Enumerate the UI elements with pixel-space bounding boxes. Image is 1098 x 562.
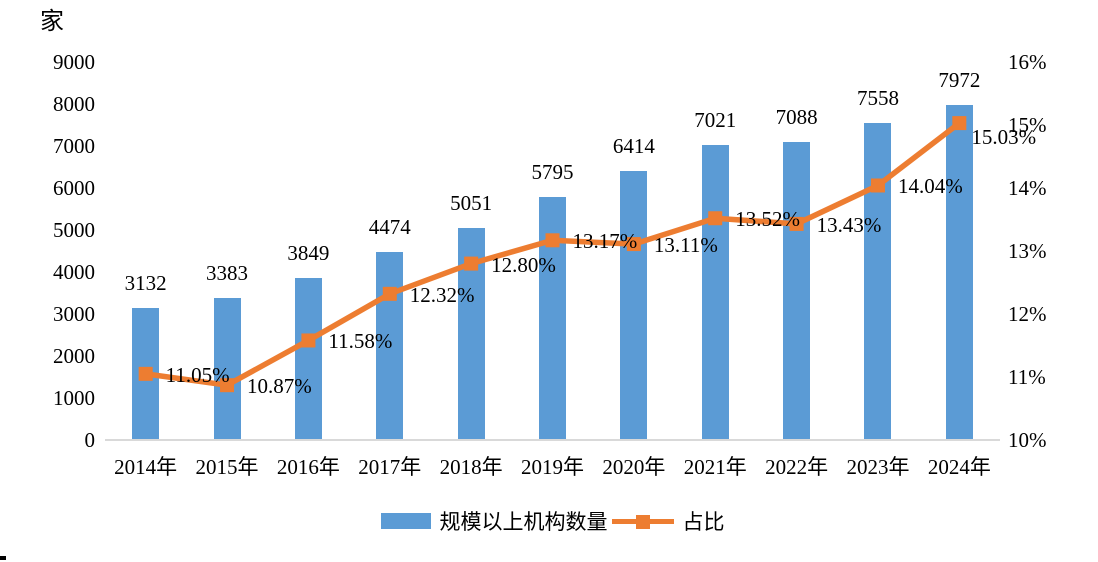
left-axis-tick-label: 6000 [53, 176, 95, 200]
line-value-label: 15.03% [971, 125, 1037, 150]
bar-value-label: 4474 [368, 215, 411, 240]
line-value-label: 14.04% [897, 174, 963, 199]
bar [783, 142, 811, 439]
bar [864, 122, 892, 439]
right-axis-tick-label: 12% [1008, 302, 1047, 326]
bar-value-label: 7021 [694, 108, 737, 133]
legend-bar-series-label: 规模以上机构数量 [439, 510, 608, 534]
line-value-label: 12.32% [409, 282, 475, 307]
left-axis-tick-label: 0 [84, 428, 96, 452]
bar-value-label: 5051 [450, 190, 493, 215]
x-axis-category-label: 2021年 [683, 455, 747, 479]
corner-artifact [0, 556, 6, 560]
left-axis-tick-label: 4000 [53, 260, 95, 284]
bar-value-label: 7972 [938, 68, 981, 93]
line-value-label: 10.87% [247, 374, 312, 399]
x-axis-category-label: 2014年 [114, 455, 178, 479]
bar [132, 308, 160, 439]
left-axis-tick-label: 7000 [53, 134, 95, 158]
line-value-label: 13.11% [653, 233, 718, 258]
right-axis-tick-label: 15% [1008, 113, 1047, 137]
left-axis-unit-label: 家 [40, 9, 64, 35]
legend-bar-swatch [380, 513, 431, 529]
left-axis-tick-label: 2000 [53, 344, 95, 368]
bar-value-label: 3132 [124, 271, 167, 296]
x-axis-line [105, 439, 1000, 441]
bar-value-label: 7088 [775, 105, 818, 130]
x-axis-category-label: 2015年 [195, 455, 259, 479]
left-axis-tick-label: 1000 [53, 386, 95, 410]
x-axis-category-label: 2023年 [846, 455, 910, 479]
bar [457, 227, 485, 439]
line-value-label: 13.52% [735, 207, 800, 232]
line-value-label: 12.80% [491, 252, 556, 277]
bar [945, 105, 973, 439]
x-axis-category-label: 2018年 [439, 455, 503, 479]
x-axis-category-label: 2020年 [602, 455, 666, 479]
left-axis-tick-label: 9000 [53, 50, 95, 74]
bar-value-label: 3849 [287, 241, 330, 266]
bar-value-label: 3383 [206, 260, 249, 285]
x-axis-category-label: 2022年 [765, 455, 829, 479]
x-axis-category-label: 2016年 [276, 455, 340, 479]
x-axis-category-label: 2017年 [358, 455, 422, 479]
left-axis-tick-label: 5000 [53, 218, 95, 242]
right-axis-tick-label: 13% [1008, 239, 1047, 263]
bar-value-label: 5795 [531, 159, 574, 184]
right-axis-tick-label: 10% [1008, 428, 1047, 452]
legend-line-marker-icon [635, 514, 650, 529]
x-axis-category-label: 2019年 [521, 455, 584, 479]
bar [701, 145, 729, 439]
legend-line-series-label: 占比 [682, 510, 725, 534]
x-axis-category-label: 2024年 [927, 455, 991, 479]
bar [294, 278, 322, 439]
bar [620, 170, 648, 439]
right-axis-tick-label: 11% [1008, 365, 1046, 389]
left-axis-tick-label: 3000 [53, 302, 95, 326]
left-axis-tick-label: 8000 [53, 92, 95, 116]
legend: 规模以上机构数量 占比 [105, 506, 1000, 536]
bar-value-label: 7558 [856, 85, 899, 110]
right-axis-tick-label: 14% [1008, 176, 1047, 200]
line-value-label: 11.58% [328, 329, 393, 354]
line-value-label: 13.43% [816, 212, 882, 237]
line-value-label: 11.05% [165, 362, 230, 387]
right-axis-tick-label: 16% [1008, 50, 1047, 74]
legend-line-swatch [611, 513, 674, 530]
bar-value-label: 6414 [612, 133, 655, 158]
bar [539, 196, 566, 439]
line-value-label: 13.17% [572, 229, 638, 254]
